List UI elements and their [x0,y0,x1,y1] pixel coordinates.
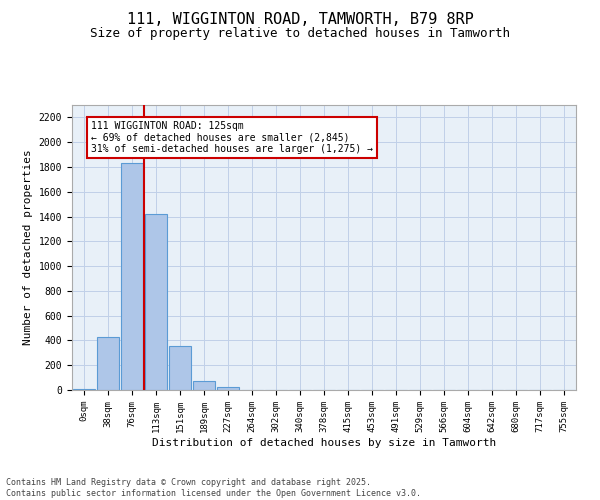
Bar [193,380,215,390]
Text: Size of property relative to detached houses in Tamworth: Size of property relative to detached ho… [90,28,510,40]
Y-axis label: Number of detached properties: Number of detached properties [23,150,33,346]
X-axis label: Distribution of detached houses by size in Tamworth: Distribution of detached houses by size … [152,438,496,448]
Text: 111 WIGGINTON ROAD: 125sqm
← 69% of detached houses are smaller (2,845)
31% of s: 111 WIGGINTON ROAD: 125sqm ← 69% of deta… [91,121,373,154]
Text: 111, WIGGINTON ROAD, TAMWORTH, B79 8RP: 111, WIGGINTON ROAD, TAMWORTH, B79 8RP [127,12,473,28]
Bar [145,214,167,390]
Bar [121,163,143,390]
Text: Contains HM Land Registry data © Crown copyright and database right 2025.
Contai: Contains HM Land Registry data © Crown c… [6,478,421,498]
Bar [97,336,119,390]
Bar [217,388,239,390]
Bar [169,346,191,390]
